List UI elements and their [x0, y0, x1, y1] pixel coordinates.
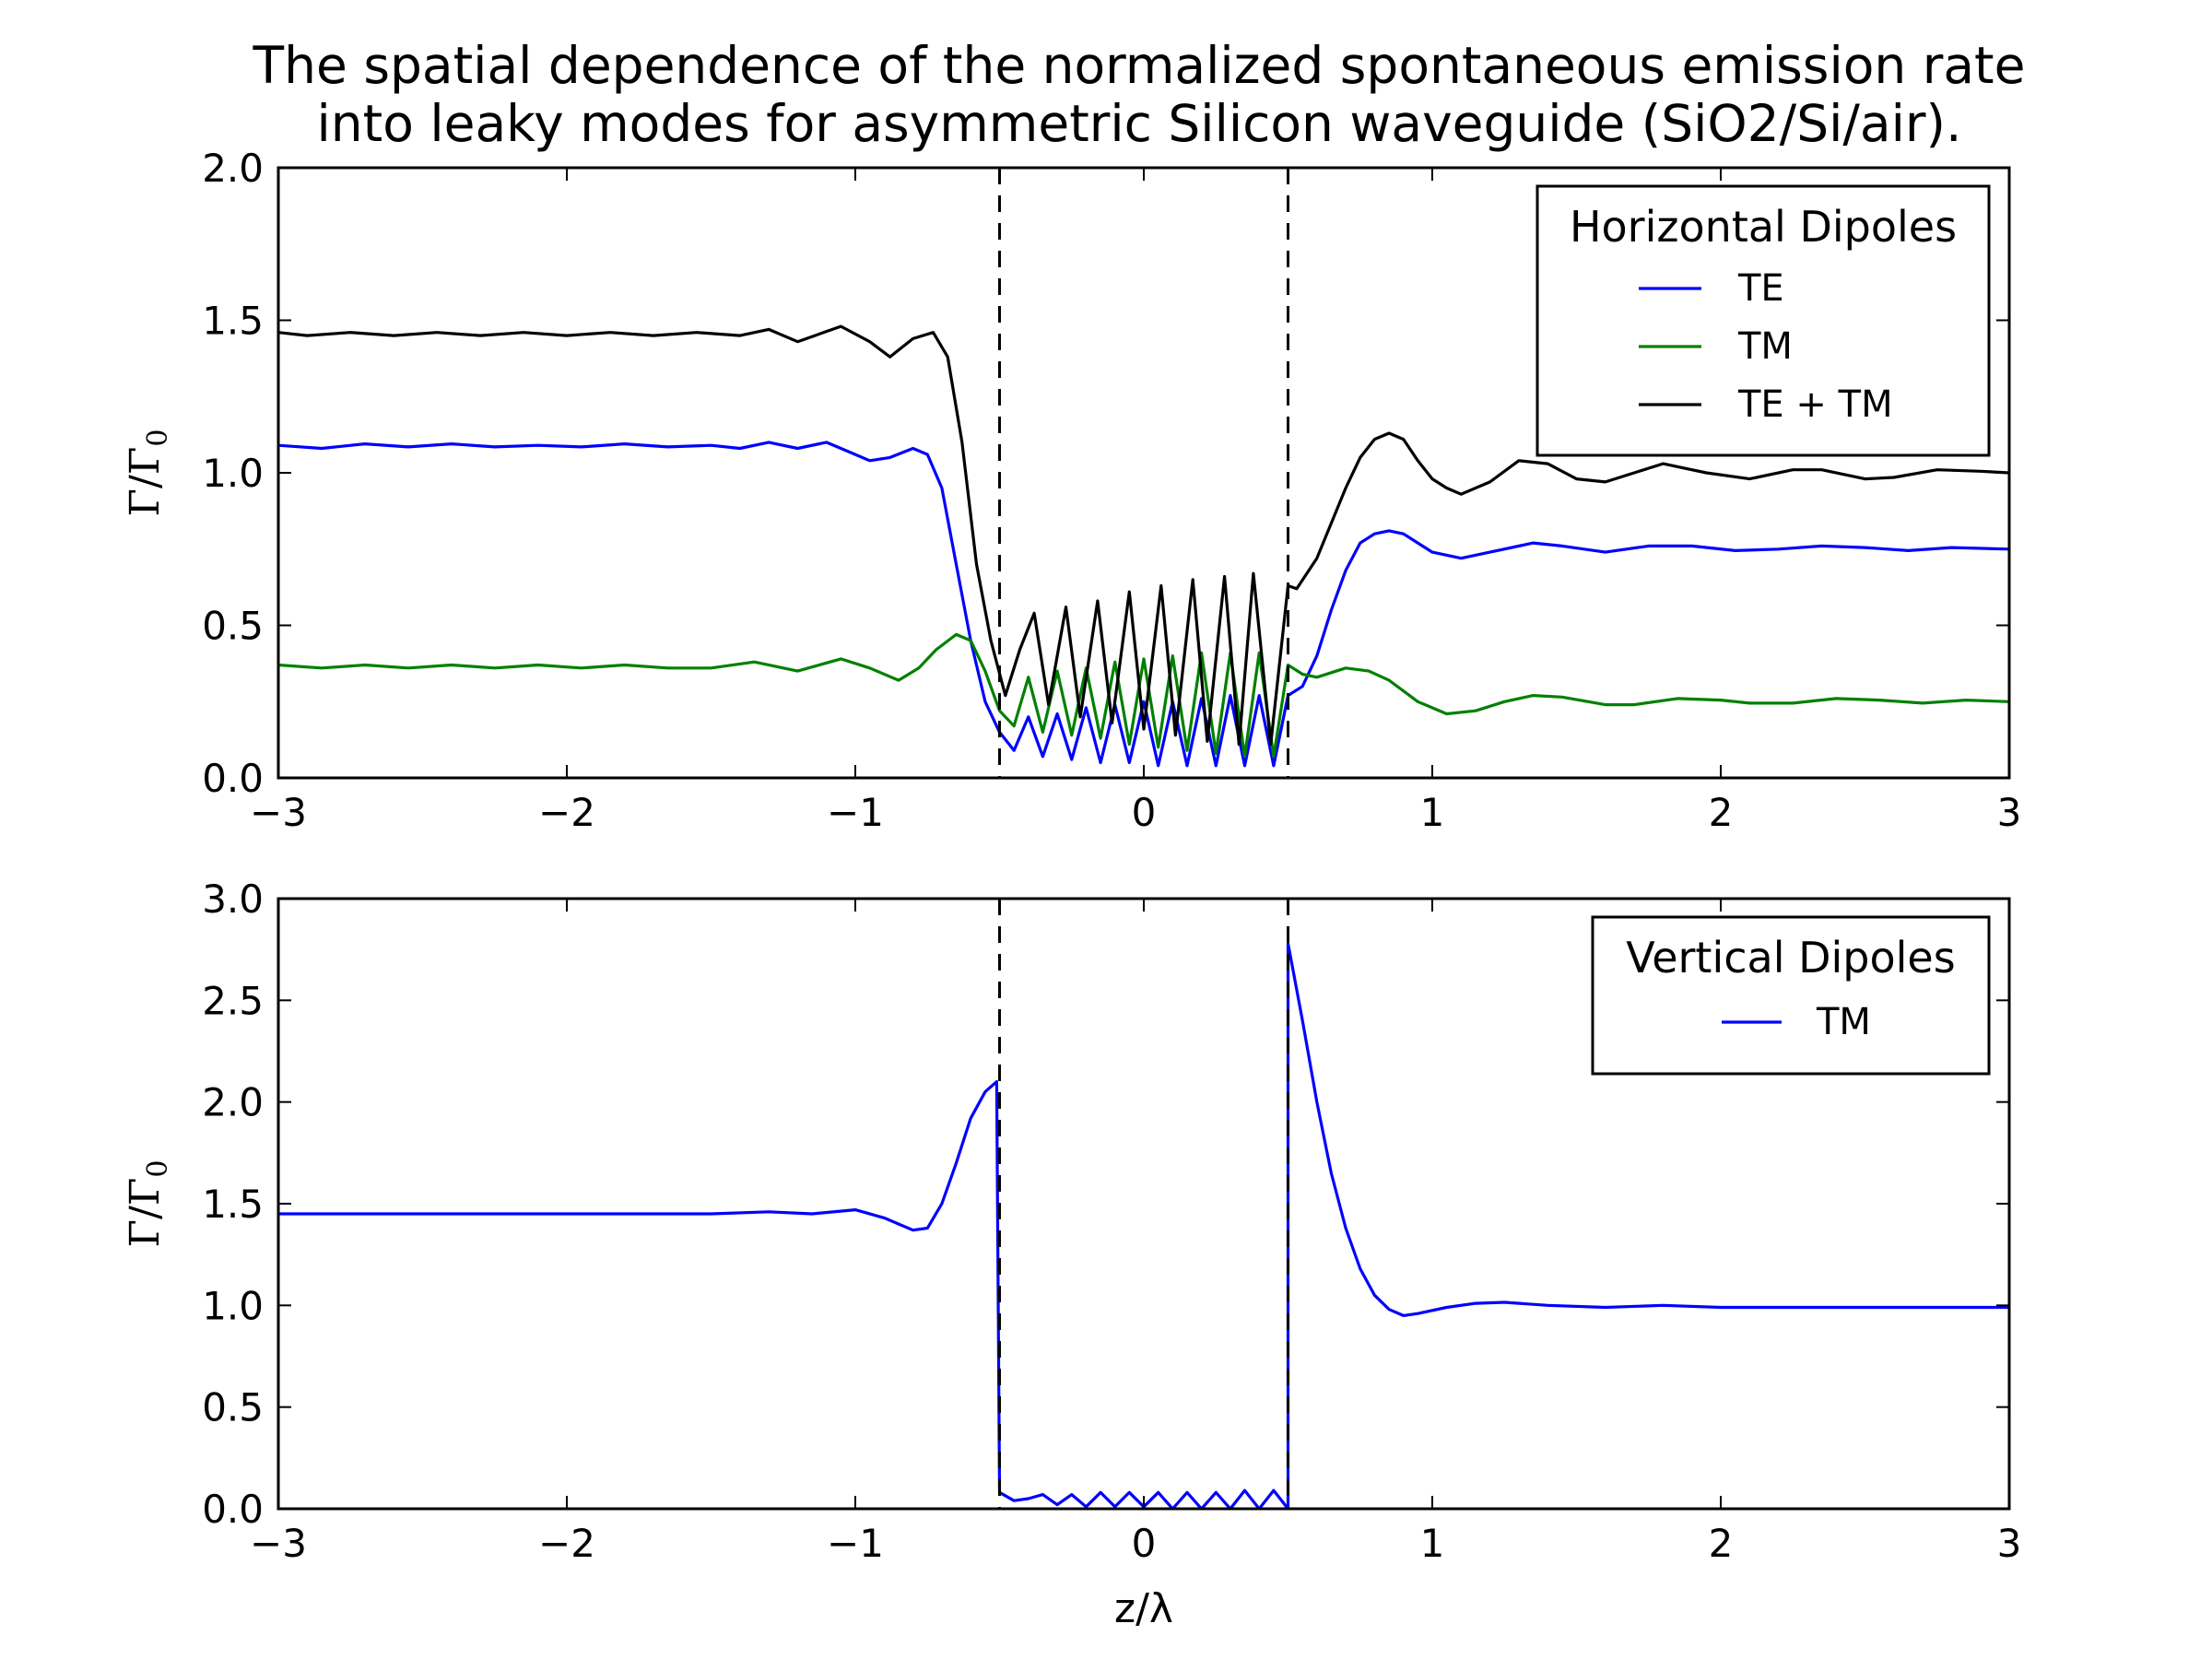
x-tick-label: 2	[1709, 1521, 1734, 1566]
y-tick-label: 0.0	[202, 1487, 264, 1532]
y-tick-label: 2.0	[202, 146, 264, 191]
legend-entry-label: TE + TM	[1737, 383, 1893, 426]
y-tick-label: 1.5	[202, 1182, 264, 1227]
legend-entry-label: TM	[1816, 1001, 1871, 1043]
y-tick-label: 2.5	[202, 978, 264, 1023]
chart-title-line-1: The spatial dependence of the normalized…	[253, 36, 2026, 95]
series-line-te-tm	[278, 324, 2009, 747]
series-line-tm	[278, 632, 2009, 759]
y-tick-label: 1.0	[202, 1283, 264, 1328]
legend-entry-label: TM	[1737, 325, 1793, 368]
x-tick-label: 2	[1709, 790, 1734, 835]
plot-area	[278, 324, 2009, 768]
y-tick-label: 0.0	[202, 756, 264, 801]
x-tick-label: 0	[1132, 790, 1157, 835]
bottom-panel-vertical-dipoles: −3 −2 −1 0 1 2 3 0.0 0.5 1.0 1.5 2.0 2.5 3.0 Γ/Γ0 z/λ Ve…	[122, 877, 2021, 1632]
x-tick-label: −1	[827, 1521, 884, 1566]
y-tick-label: 3.0	[202, 877, 264, 922]
x-tick-label: −2	[538, 790, 595, 835]
x-tick-label: 3	[1997, 790, 2022, 835]
x-axis-label: z/λ	[1114, 1585, 1173, 1632]
x-tick-label: 1	[1420, 790, 1445, 835]
legend-title: Vertical Dipoles	[1626, 933, 1955, 982]
legend: Horizontal Dipoles TE TM TE + TM	[1535, 184, 1991, 457]
x-tick-label: 0	[1132, 1521, 1157, 1566]
x-tick-label: 1	[1420, 1521, 1445, 1566]
legend: Vertical Dipoles TM	[1591, 915, 1991, 1076]
legend-title: Horizontal Dipoles	[1570, 202, 1957, 252]
y-axis-label: Γ/Γ0	[122, 429, 174, 517]
chart-title-line-2: into leaky modes for asymmetric Silicon …	[317, 94, 1962, 153]
legend-entry-label: TE	[1737, 267, 1784, 310]
x-tick-label: 3	[1997, 1521, 2022, 1566]
y-tick-label: 0.5	[202, 1385, 264, 1430]
plot-area	[278, 941, 2009, 1509]
y-tick-label: 0.5	[202, 604, 264, 649]
y-tick-label: 1.0	[202, 451, 264, 496]
series-line-te	[278, 441, 2009, 768]
y-tick-label: 2.0	[202, 1080, 264, 1125]
chart-title: The spatial dependence of the normalized…	[253, 36, 2026, 153]
x-tick-label: −3	[250, 1521, 307, 1566]
x-tick-label: −3	[250, 790, 307, 835]
legend-box	[1535, 184, 1991, 457]
top-panel-horizontal-dipoles: −3 −2 −1 0 1 2 3 0.0 0.5 1.0 1.5 2.0 Γ/Γ0 Horizontal …	[122, 146, 2021, 835]
series-line-tm	[278, 941, 2009, 1509]
y-axis-label: Γ/Γ0	[122, 1160, 174, 1248]
y-tick-label: 1.5	[202, 299, 264, 344]
legend-box	[1591, 915, 1991, 1076]
x-tick-label: −1	[827, 790, 884, 835]
x-tick-label: −2	[538, 1521, 595, 1566]
